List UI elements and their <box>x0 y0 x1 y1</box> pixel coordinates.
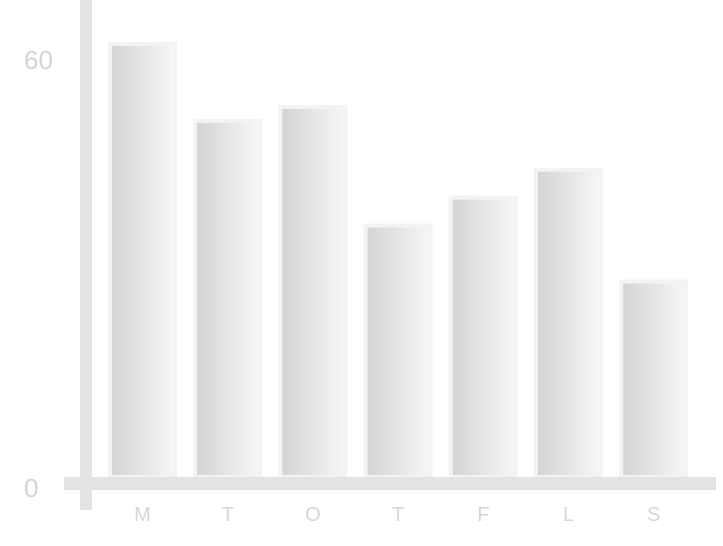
x-tick-label-2: O <box>305 504 321 526</box>
y-tick-label-top: 60 <box>24 45 53 75</box>
bar-3 <box>363 223 433 479</box>
y-axis-line <box>80 0 92 510</box>
x-tick-label-1: T <box>222 504 234 526</box>
x-axis-line <box>64 477 716 490</box>
x-tick-label-5: L <box>563 504 574 526</box>
bar-6 <box>619 279 689 479</box>
y-tick-label-zero: 0 <box>24 473 38 503</box>
bar-4 <box>448 195 518 479</box>
x-tick-label-4: F <box>477 504 489 526</box>
x-tick-label-6: S <box>647 504 660 526</box>
x-tick-label-0: M <box>134 504 151 526</box>
bar-0 <box>108 42 177 479</box>
bars-layer <box>108 42 689 480</box>
bar-5 <box>534 167 603 479</box>
bar-1 <box>193 118 263 480</box>
bar-2 <box>278 104 348 480</box>
x-tick-label-3: T <box>392 504 404 526</box>
